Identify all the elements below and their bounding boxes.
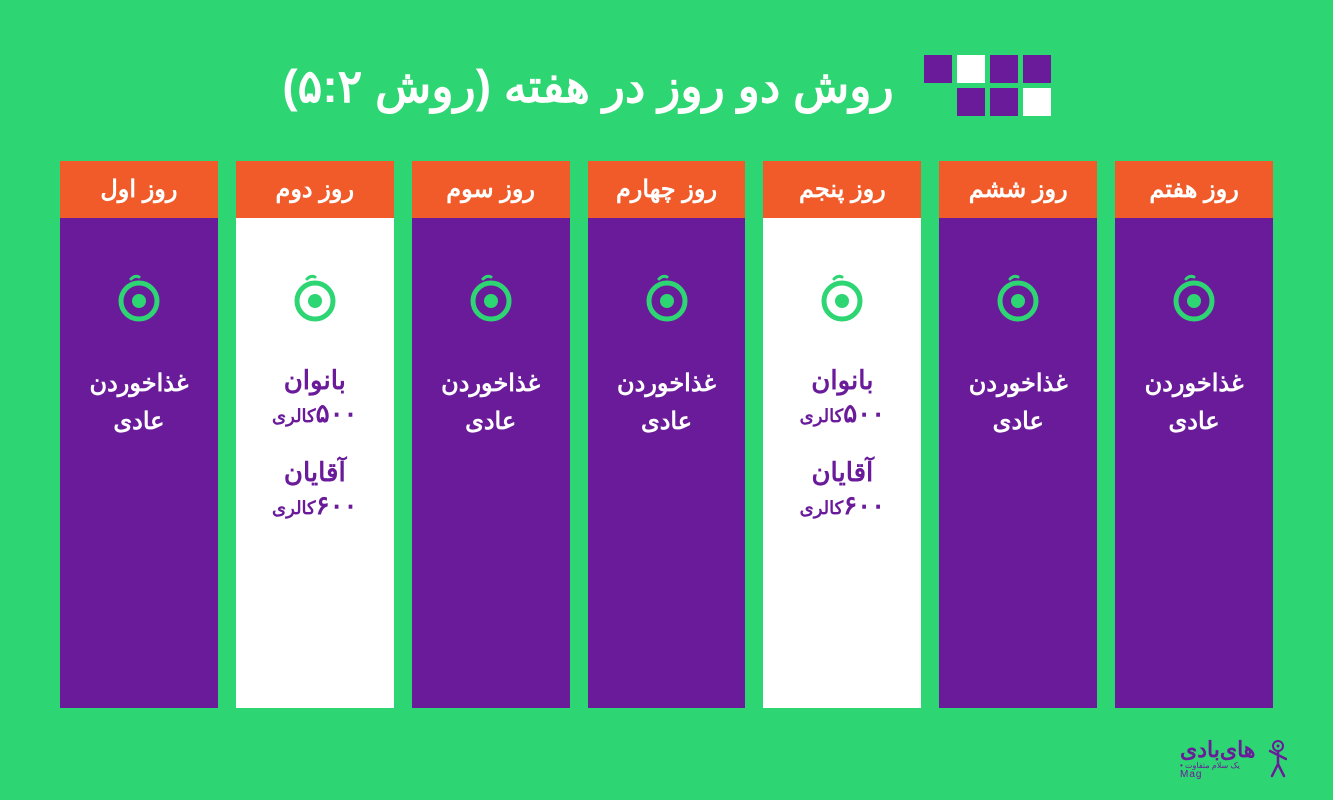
plate-icon [1168, 273, 1220, 330]
normal-eating-text: غذاخوردنعادی [617, 365, 716, 442]
fasting-women: بانوان ۵۰۰کالری [800, 365, 885, 429]
fasting-men: آقایان ۶۰۰کالری [272, 457, 357, 521]
day-header: روز ششم [939, 161, 1097, 218]
plate-icon [816, 273, 868, 330]
day-body: بانوان ۵۰۰کالری آقایان ۶۰۰کالری [763, 218, 921, 708]
day-header: روز پنجم [763, 161, 921, 218]
normal-eating-text: غذاخوردنعادی [969, 365, 1068, 442]
plate-icon [641, 273, 693, 330]
day-header: روز دوم [236, 161, 394, 218]
days-container: روز اول غذاخوردنعادیروز دوم بانوان ۵۰۰کا… [0, 161, 1333, 708]
brand-mag: Mag [1180, 769, 1202, 780]
brand-name: های‌بادی [1180, 737, 1255, 763]
day-body: غذاخوردنعادی [588, 218, 746, 708]
plate-icon [113, 273, 165, 330]
day-column-6: روز ششم غذاخوردنعادی [939, 161, 1097, 708]
day-column-2: روز دوم بانوان ۵۰۰کالری آقایان ۶۰۰کالری [236, 161, 394, 708]
day-header: روز هفتم [1115, 161, 1273, 218]
page-title: روش دو روز در هفته (روش ۵:۲) [282, 59, 893, 113]
day-header: روز اول [60, 161, 218, 218]
normal-eating-text: غذاخوردنعادی [89, 365, 188, 442]
brand-figure-icon [1261, 740, 1287, 778]
day-column-3: روز سوم غذاخوردنعادی [412, 161, 570, 708]
day-column-4: روز چهارم غذاخوردنعادی [588, 161, 746, 708]
day-header: روز سوم [412, 161, 570, 218]
day-body: غذاخوردنعادی [939, 218, 1097, 708]
day-column-5: روز پنجم بانوان ۵۰۰کالری آقایان ۶۰۰کالری [763, 161, 921, 708]
normal-eating-text: غذاخوردنعادی [1145, 365, 1244, 442]
plate-icon [289, 273, 341, 330]
day-body: غذاخوردنعادی [60, 218, 218, 708]
calendar-icon [924, 55, 1051, 116]
fasting-men: آقایان ۶۰۰کالری [800, 457, 885, 521]
day-header: روز چهارم [588, 161, 746, 218]
day-body: غذاخوردنعادی [1115, 218, 1273, 708]
day-column-1: روز اول غذاخوردنعادی [60, 161, 218, 708]
plate-icon [465, 273, 517, 330]
normal-eating-text: غذاخوردنعادی [441, 365, 540, 442]
fasting-women: بانوان ۵۰۰کالری [272, 365, 357, 429]
day-body: غذاخوردنعادی [412, 218, 570, 708]
day-body: بانوان ۵۰۰کالری آقایان ۶۰۰کالری [236, 218, 394, 708]
day-column-7: روز هفتم غذاخوردنعادی [1115, 161, 1273, 708]
header: روش دو روز در هفته (روش ۵:۲) [0, 0, 1333, 161]
plate-icon [992, 273, 1044, 330]
brand-logo: های‌بادی یک سلام متفاوت • Mag [1180, 737, 1287, 780]
